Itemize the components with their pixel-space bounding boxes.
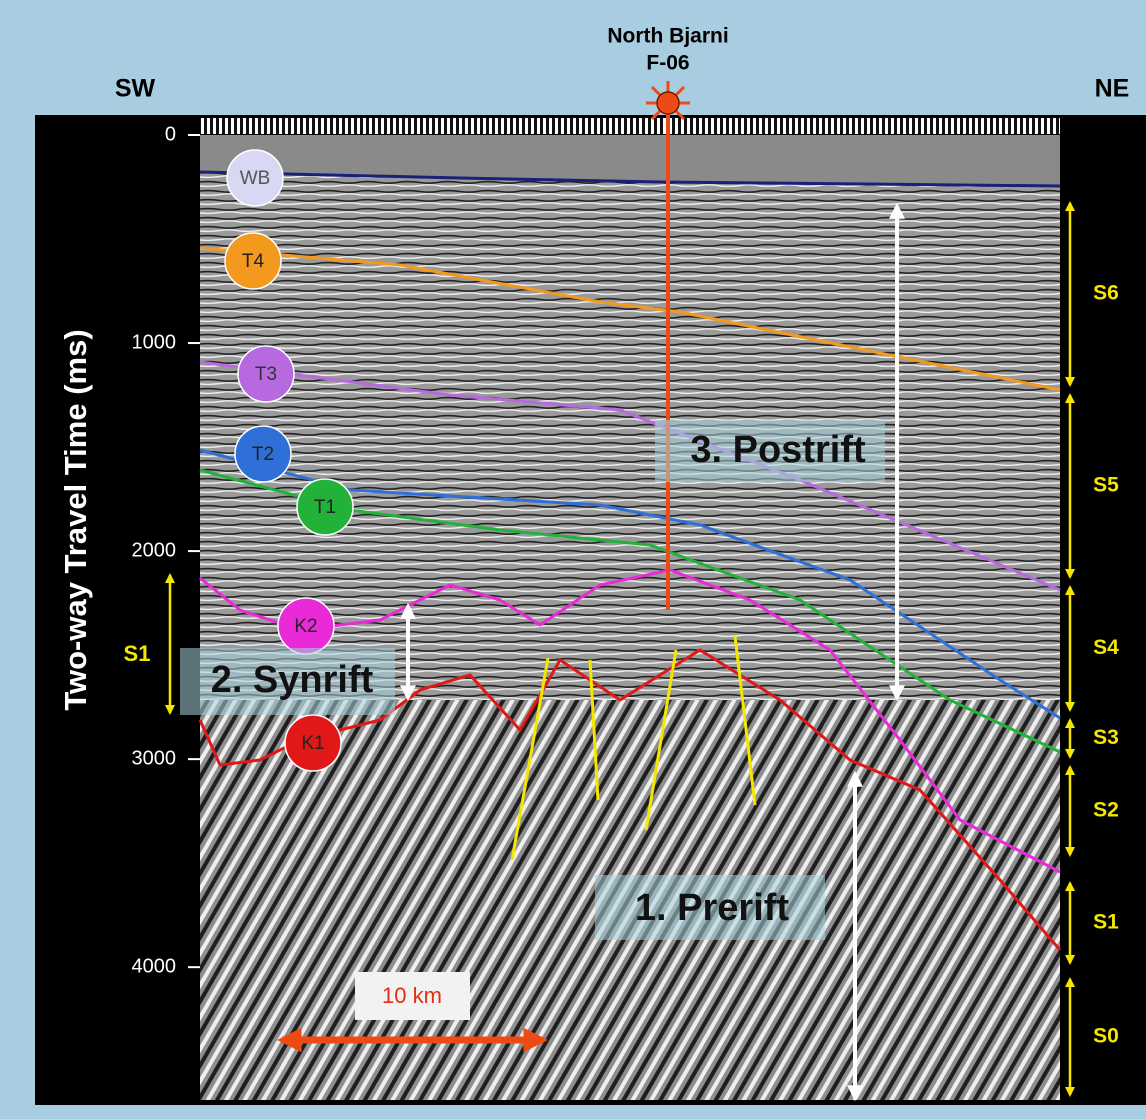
sequence-label: S5 <box>1093 474 1119 497</box>
y-tick-label: 3000 <box>132 747 177 769</box>
package-arrows <box>400 202 905 1102</box>
trace-ticks <box>200 118 1060 134</box>
well-symbol <box>646 81 690 125</box>
scale-box <box>355 972 470 1020</box>
seismic-upper <box>200 135 1060 700</box>
package-box <box>595 875 825 940</box>
horizon-label: T2 <box>252 444 274 465</box>
scale-label: 10 km <box>382 983 442 1008</box>
y-tick-label: 0 <box>165 123 176 145</box>
horizon-label: T4 <box>242 251 265 272</box>
horizon-marker <box>237 345 295 403</box>
direction-right: NE <box>1095 75 1130 103</box>
horizon-line <box>199 246 1061 392</box>
package-label: 1. Prerift <box>635 887 790 929</box>
package-label: 3. Postrift <box>690 429 866 471</box>
sequence-label: S0 <box>1093 1025 1119 1048</box>
horizon-label: T3 <box>255 364 277 385</box>
horizon-marker <box>226 149 284 207</box>
direction-left: SW <box>115 75 156 103</box>
sequence-label: S2 <box>1093 799 1119 822</box>
horizon-marker <box>296 478 354 536</box>
horizon-label: WB <box>240 168 271 189</box>
horizon-line <box>199 360 1061 592</box>
sequence-label: S1 <box>1093 911 1119 934</box>
horizon-label: K2 <box>294 616 317 637</box>
sequence-label: S6 <box>1093 282 1119 305</box>
horizon-label: T1 <box>314 497 336 518</box>
horizon-line <box>199 448 1061 720</box>
horizon-label: K1 <box>301 733 324 754</box>
faults <box>510 635 757 861</box>
horizon-marker <box>234 425 292 483</box>
sequence-label: S4 <box>1093 636 1119 659</box>
sequence-label: S3 <box>1093 726 1119 749</box>
horizon-marker <box>224 232 282 290</box>
y-axis-label: Two-way Travel Time (ms) <box>58 329 93 710</box>
package-box <box>180 648 395 715</box>
y-tick-label: 1000 <box>132 331 177 353</box>
y-tick-label: 2000 <box>132 539 177 561</box>
horizon-line <box>199 170 1061 188</box>
synrift-sequence: S1 <box>124 641 151 666</box>
well-id: F-06 <box>646 52 689 75</box>
water-column <box>200 135 1060 186</box>
package-box <box>655 420 885 482</box>
package-label: 2. Synrift <box>211 659 374 701</box>
well-name: North Bjarni <box>607 25 728 48</box>
y-tick-label: 4000 <box>132 955 177 977</box>
